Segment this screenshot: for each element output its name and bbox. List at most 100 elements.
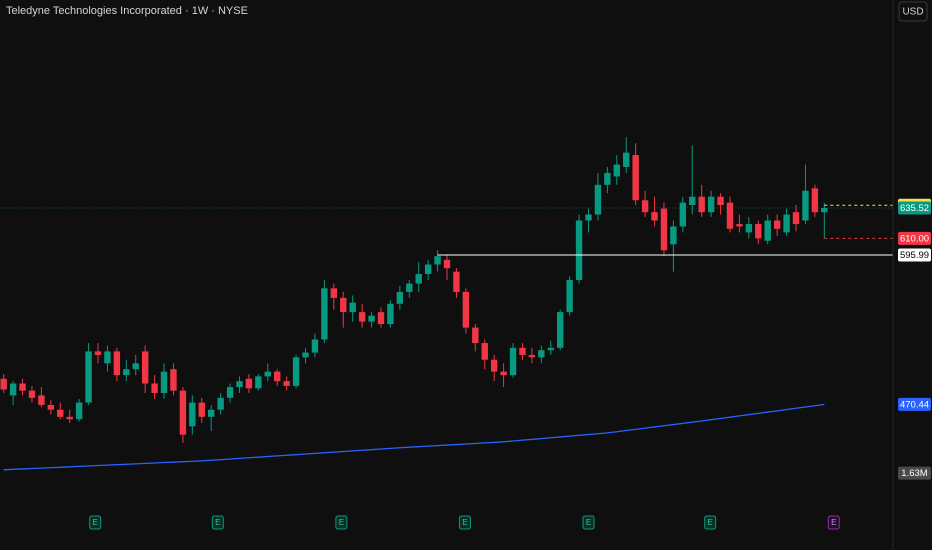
- candle-body: [368, 315, 375, 322]
- candle-body: [726, 202, 734, 229]
- candle-body: [226, 387, 234, 398]
- candle-body: [453, 271, 460, 292]
- candle-body: [94, 351, 102, 355]
- candle-body: [717, 196, 724, 206]
- candle-body: [462, 291, 470, 328]
- earnings-label: E: [831, 518, 836, 527]
- candle-body: [641, 200, 649, 213]
- candle-body: [802, 190, 809, 221]
- currency-button[interactable]: [898, 1, 928, 22]
- candle-body: [302, 352, 309, 358]
- price-tag-label: 1.63M: [901, 468, 927, 479]
- candle-body: [623, 152, 630, 167]
- earnings-box: [582, 515, 595, 530]
- candle-body: [538, 350, 545, 358]
- candle-body: [519, 347, 526, 355]
- earnings-label: E: [586, 518, 591, 527]
- earnings-marker: E: [458, 515, 471, 530]
- candle-body: [170, 369, 177, 391]
- candle-body: [377, 312, 385, 325]
- candle-body: [698, 196, 705, 213]
- candle-body: [783, 214, 790, 233]
- candle-body: [47, 404, 55, 410]
- candle-body: [424, 264, 432, 275]
- candle-body: [0, 378, 7, 390]
- candle-body: [9, 383, 17, 396]
- currency-label[interactable]: USD: [902, 7, 923, 18]
- candle-body: [358, 312, 366, 322]
- candle-body: [198, 402, 205, 417]
- price-tag-box: [898, 466, 931, 480]
- earnings-marker: E: [211, 515, 224, 530]
- chart-title: Teledyne Technologies Incorporated · 1W …: [6, 5, 248, 17]
- candle-body: [160, 371, 168, 394]
- earnings-label: E: [339, 518, 344, 527]
- price-tag: 595.99: [898, 248, 931, 262]
- candle-body: [406, 283, 413, 292]
- candle-body: [179, 390, 187, 435]
- price-tag: 610.00: [898, 231, 931, 245]
- candle-body: [773, 220, 781, 229]
- price-tag-box: [898, 248, 931, 262]
- candle-body: [792, 212, 800, 225]
- candle-body: [745, 224, 753, 233]
- candle-body: [245, 378, 253, 389]
- candle-body: [679, 202, 687, 227]
- candle-body: [207, 409, 215, 417]
- earnings-label: E: [93, 518, 98, 527]
- candle-body: [264, 371, 271, 377]
- candle-body: [141, 351, 149, 384]
- candle-body: [415, 274, 422, 284]
- candle-body: [330, 288, 338, 298]
- candle-body: [811, 188, 819, 213]
- candle-body: [75, 402, 83, 420]
- candle-body: [387, 303, 394, 325]
- candle-body: [585, 214, 592, 221]
- candle-body: [292, 357, 300, 386]
- candle-body: [736, 224, 743, 227]
- candle-body: [689, 196, 696, 206]
- candle-body: [85, 351, 92, 403]
- candle-body: [604, 172, 611, 185]
- earnings-label: E: [215, 518, 220, 527]
- candle-body: [821, 207, 828, 213]
- earnings-marker: E: [704, 515, 717, 530]
- candle-body: [575, 220, 583, 280]
- candle-body: [132, 363, 139, 370]
- candle-body: [19, 383, 26, 391]
- candle-body: [509, 347, 517, 376]
- candle-body: [557, 312, 564, 348]
- candle-body: [707, 196, 715, 213]
- candle-body: [123, 369, 130, 376]
- candle-body: [66, 416, 73, 420]
- price-tag-label: 470.44: [900, 399, 929, 410]
- candle-body: [490, 359, 498, 372]
- earnings-label: E: [462, 518, 467, 527]
- earnings-box: [211, 515, 224, 530]
- candle-body: [472, 327, 479, 344]
- candle-body: [189, 402, 196, 427]
- earnings-marker: E: [89, 515, 102, 530]
- candle-body: [434, 256, 441, 265]
- candle-body: [38, 395, 45, 405]
- moving-average: [3, 403, 825, 471]
- price-tag-box: [898, 397, 931, 411]
- price-tag-label: 595.99: [900, 250, 929, 261]
- candle-body: [500, 371, 507, 376]
- candle-body: [236, 381, 243, 388]
- candle-body: [547, 347, 554, 351]
- earnings-label: E: [708, 518, 713, 527]
- candle-body: [481, 343, 488, 360]
- candle-body: [594, 184, 602, 215]
- candle-body: [660, 208, 668, 251]
- earnings-box: [458, 515, 471, 530]
- price-tag-label: 635.52: [900, 203, 929, 214]
- candle-body: [151, 383, 158, 394]
- candle-body: [632, 155, 639, 201]
- candle-body: [255, 376, 262, 389]
- earnings-box: [704, 515, 717, 530]
